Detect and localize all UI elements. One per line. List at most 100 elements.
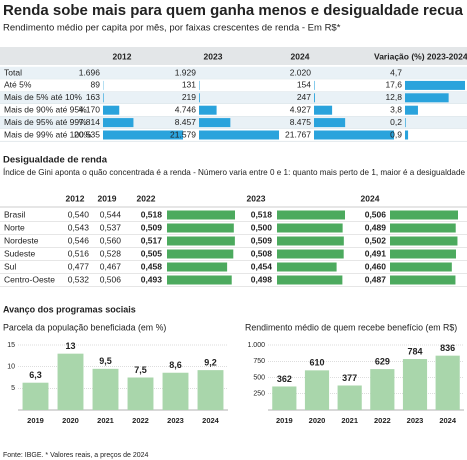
cell-bar xyxy=(167,275,232,285)
chart-title: Rendimento médio de quem recebe benefíci… xyxy=(245,322,457,332)
x-tick-label: 2019 xyxy=(27,416,44,425)
x-tick-label: 2021 xyxy=(97,416,114,425)
cell-bar xyxy=(199,105,217,115)
cell-value: 0,454 xyxy=(251,261,273,271)
title: Renda sobe mais para quem ganha menos e … xyxy=(3,3,464,19)
cell-bar xyxy=(277,262,337,272)
cell-value: 1.696 xyxy=(79,67,101,77)
subtitle: Rendimento médio per capita por mês, por… xyxy=(3,23,341,34)
cell-value: 3,8 xyxy=(390,104,402,114)
column-header: 2022 xyxy=(137,193,156,203)
value-label: 13 xyxy=(65,341,75,351)
column-header: 2024 xyxy=(291,51,310,61)
row-background xyxy=(0,66,467,80)
cell-bar xyxy=(314,80,315,90)
cell-value: 0,505 xyxy=(141,248,163,258)
x-tick-label: 2022 xyxy=(132,416,149,425)
cell-value: 0,560 xyxy=(100,235,122,245)
cell-value: 0,509 xyxy=(251,235,273,245)
cell-value: 8.475 xyxy=(290,117,312,127)
y-tick-label: 15 xyxy=(7,342,15,349)
cell-bar xyxy=(390,236,458,246)
footer: Fonte: IBGE. * Valores reais, a preços d… xyxy=(3,452,149,459)
value-label: 784 xyxy=(407,346,422,356)
cell-bar xyxy=(167,210,235,220)
cell-value: 0,9 xyxy=(390,129,402,139)
cell-value: 8.457 xyxy=(175,117,197,127)
cell-value: 1.929 xyxy=(175,67,197,77)
cell-value: 0,543 xyxy=(68,222,90,232)
cell-bar xyxy=(277,249,344,259)
cell-bar xyxy=(103,130,183,140)
row-label: Mais de 90% até 95% xyxy=(4,104,87,114)
cell-bar xyxy=(199,118,231,128)
cell-value: 0,508 xyxy=(251,248,273,258)
row-label: Centro-Oeste xyxy=(4,274,55,284)
column-header: 2023 xyxy=(204,51,223,61)
bar xyxy=(370,369,395,410)
cell-value: 0,546 xyxy=(68,235,90,245)
cell-bar xyxy=(103,105,120,115)
cell-value: 0,532 xyxy=(68,274,90,284)
column-header: 2012 xyxy=(66,193,85,203)
cell-value: 0,540 xyxy=(68,209,90,219)
value-label: 629 xyxy=(375,356,390,366)
cell-value: 0,506 xyxy=(365,209,387,219)
row-label: Sudeste xyxy=(4,248,35,258)
row-label: Nordeste xyxy=(4,235,39,245)
column-header: 2019 xyxy=(98,193,117,203)
cell-value: 4.170 xyxy=(79,104,101,114)
cell-value: 0,516 xyxy=(68,248,90,258)
y-tick-label: 5 xyxy=(11,385,15,392)
bar xyxy=(402,359,428,410)
cell-value: 0,477 xyxy=(68,261,90,271)
cell-value: 219 xyxy=(182,92,196,102)
x-tick-label: 2020 xyxy=(309,416,326,425)
bar xyxy=(197,370,224,410)
x-tick-label: 2022 xyxy=(374,416,391,425)
cell-value: 0,518 xyxy=(251,209,273,219)
cell-bar xyxy=(390,210,458,220)
cell-bar xyxy=(277,210,345,220)
cell-bar xyxy=(277,236,344,246)
y-tick-label: 750 xyxy=(253,358,265,365)
cell-bar xyxy=(167,236,235,246)
cell-value: 0,528 xyxy=(100,248,122,258)
cell-value: 0,458 xyxy=(141,261,163,271)
cell-bar xyxy=(167,262,228,272)
row-label: Brasil xyxy=(4,209,25,219)
x-tick-label: 2024 xyxy=(439,416,457,425)
cell-value: 0,537 xyxy=(100,222,122,232)
section-subtitle: Índice de Gini aponta o quão concentrada… xyxy=(3,167,465,177)
x-tick-label: 2020 xyxy=(62,416,79,425)
cell-bar xyxy=(167,223,234,233)
column-header: Variação (%) 2023-2024 xyxy=(374,51,467,61)
cell-bar xyxy=(390,262,452,272)
x-tick-label: 2024 xyxy=(202,416,220,425)
cell-value: 21.767 xyxy=(285,129,311,139)
cell-value: 0,2 xyxy=(390,117,402,127)
cell-value: 0,544 xyxy=(100,209,122,219)
cell-bar xyxy=(314,93,315,103)
y-tick-label: 10 xyxy=(7,364,15,371)
value-label: 377 xyxy=(342,373,357,383)
cell-value: 0,500 xyxy=(251,222,273,232)
section-title: Desigualdade de renda xyxy=(3,155,108,166)
cell-value: 0,506 xyxy=(100,274,122,284)
cell-value: 12,8 xyxy=(385,92,402,102)
cell-value: 4.927 xyxy=(290,104,312,114)
cell-value: 131 xyxy=(182,80,196,90)
value-label: 9,2 xyxy=(204,358,217,368)
bar xyxy=(22,382,49,410)
y-tick-label: 250 xyxy=(253,391,265,398)
y-tick-label: 500 xyxy=(253,374,265,381)
value-label: 362 xyxy=(277,374,292,384)
cell-value: 0,498 xyxy=(251,274,273,284)
cell-bar xyxy=(314,118,346,128)
cell-value: 0,509 xyxy=(141,222,163,232)
row-label: Mais de 95% até 99% xyxy=(4,117,87,127)
row-label: Norte xyxy=(4,222,25,232)
cell-bar xyxy=(390,249,456,259)
bar xyxy=(162,372,189,410)
